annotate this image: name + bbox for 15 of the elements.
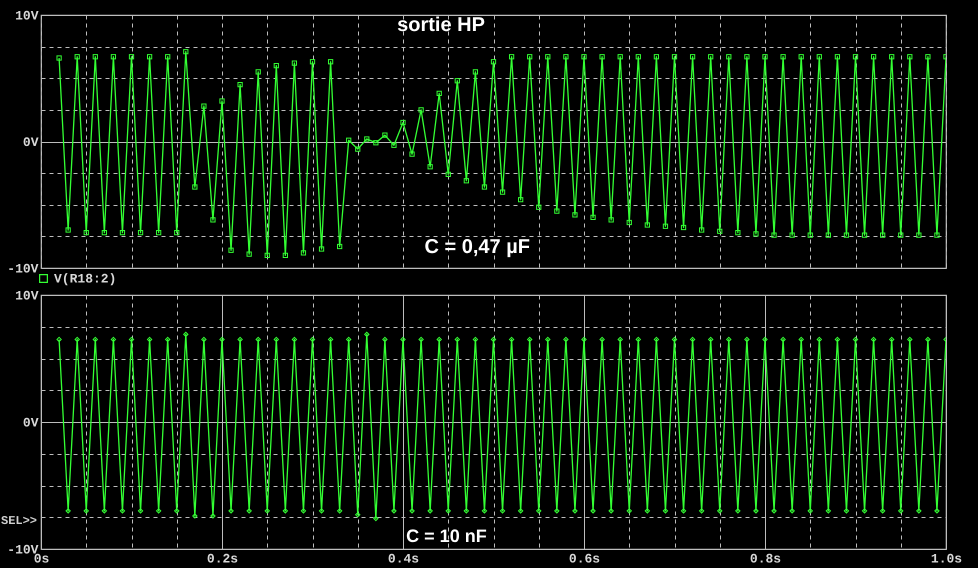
text: SEL>> [1,514,38,528]
x-tick-label: 0.8s [750,552,782,566]
y-tick-label: 0V [22,416,39,430]
x-tick-label: 0.4s [388,552,420,566]
x-tick-label: 1.0s [930,552,962,566]
y-tick-label: 10V [15,8,39,24]
y-tick-label: 0V [22,135,39,150]
legend-label: V(R18:2) [54,272,116,286]
y-tick-label: -10V [7,262,39,276]
chart-title: sortie HP [397,14,485,36]
x-tick-label: 0.6s [568,552,600,566]
annotation: C = 10 nF [406,526,487,546]
annotation: C = 0,47 µF [424,236,530,258]
y-tick-label: 10V [15,288,39,304]
x-tick-label: 0.2s [206,552,238,566]
